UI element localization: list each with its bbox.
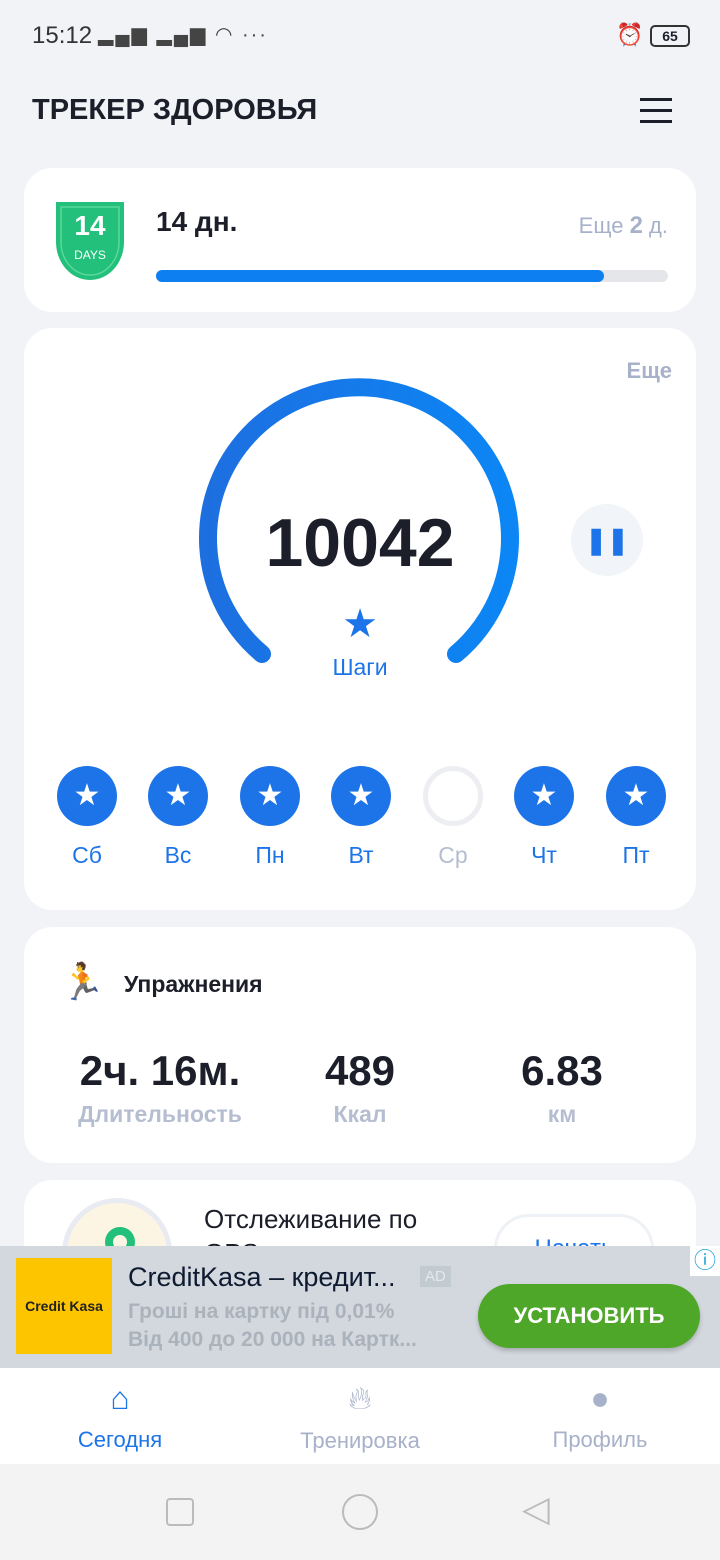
exercise-title: Упражнения xyxy=(124,971,263,997)
steps-gauge-arc xyxy=(199,378,519,663)
day-star-icon: ★ xyxy=(240,766,300,826)
system-nav-bar: ◁ xyxy=(0,1464,720,1560)
streak-remaining: Еще 2 д. xyxy=(578,212,668,239)
day-3[interactable]: ★ Вт xyxy=(330,766,392,869)
day-6[interactable]: ★ Пт xyxy=(605,766,667,869)
steps-card: Еще 10042 ★ Шаги ❚❚ ★ Сб ★ Вс ★ Пн ★ Вт Ср ★ Чт ★ Пт xyxy=(24,328,696,910)
steps-gauge xyxy=(199,378,519,663)
nav-today[interactable]: ⌂ Сегодня xyxy=(0,1380,240,1453)
battery-icon: 65 xyxy=(650,25,690,47)
user-icon: ● xyxy=(590,1380,610,1416)
ad-line2: Від 400 до 20 000 на Картк... xyxy=(128,1328,417,1351)
ad-title: CreditKasa – кредит... xyxy=(128,1262,396,1292)
ad-line1: Гроші на картку під 0,01% xyxy=(128,1300,395,1323)
clock: 15:12 xyxy=(32,22,93,49)
day-star-icon: ★ xyxy=(514,766,574,826)
day-label: Пт xyxy=(622,842,650,868)
day-label: Ср xyxy=(438,842,468,868)
ad-logo: Credit Kasa xyxy=(16,1258,112,1354)
day-label: Чт xyxy=(531,842,557,868)
alarm-icon: ⏰ xyxy=(616,22,644,47)
day-star-icon: ★ xyxy=(331,766,391,826)
exercise-card[interactable]: 🏃 Упражнения 2ч. 16м. Длительность 489 Кка… xyxy=(24,927,696,1163)
badge-number: 14 xyxy=(74,210,106,241)
menu-icon[interactable] xyxy=(640,98,672,123)
stat-kcal: 489 Ккал xyxy=(324,1047,396,1127)
recents-button[interactable] xyxy=(166,1498,194,1526)
streak-progress-bar xyxy=(156,270,668,282)
day-star-icon: ★ xyxy=(606,766,666,826)
day-star-icon: ★ xyxy=(148,766,208,826)
pause-button[interactable]: ❚❚ xyxy=(571,504,643,576)
nav-workout[interactable]: 🔥︎ Тренировка xyxy=(240,1380,480,1454)
day-2[interactable]: ★ Пн xyxy=(239,766,301,869)
day-progress-ring xyxy=(423,766,483,826)
ad-info-icon[interactable]: ⓘ xyxy=(690,1246,720,1276)
day-label: Сб xyxy=(72,842,102,868)
home-icon: ⌂ xyxy=(110,1380,130,1416)
steps-label: Шаги xyxy=(332,654,388,680)
badge-unit: DAYS xyxy=(74,248,106,262)
day-star-icon: ★ xyxy=(57,766,117,826)
ad-banner[interactable]: Credit Kasa CreditKasa – кредит... AD Гр… xyxy=(0,1246,720,1368)
streak-progress-fill xyxy=(156,270,604,282)
ad-badge: AD xyxy=(420,1266,451,1287)
running-icon: 🏃 xyxy=(60,961,105,1002)
day-1[interactable]: ★ Вс xyxy=(147,766,209,869)
flame-icon: 🔥︎ xyxy=(348,1380,372,1416)
status-bar: 15:12 ▂▄▆ ▂▄▆ ◠ ··· ⏰ 65 xyxy=(0,0,720,72)
streak-days: 14 дн. xyxy=(156,206,238,237)
day-label: Пн xyxy=(255,842,285,868)
stat-distance: 6.83 км xyxy=(521,1047,603,1127)
day-0[interactable]: ★ Сб xyxy=(56,766,118,869)
streak-card[interactable]: 14 DAYS 14 дн. Еще 2 д. xyxy=(24,168,696,312)
nav-profile[interactable]: ● Профиль xyxy=(480,1380,720,1453)
star-icon: ★ xyxy=(342,602,378,646)
more-link[interactable]: Еще xyxy=(626,358,672,383)
home-button[interactable] xyxy=(342,1494,378,1530)
day-label: Вс xyxy=(164,842,192,868)
day-4[interactable]: Ср xyxy=(422,766,484,869)
day-label: Вт xyxy=(348,842,374,868)
day-5[interactable]: ★ Чт xyxy=(513,766,575,869)
bottom-nav: ⌂ Сегодня 🔥︎ Тренировка ● Профиль xyxy=(0,1368,720,1464)
streak-badge-icon xyxy=(56,202,124,280)
steps-count: 10042 xyxy=(265,505,455,581)
stat-duration: 2ч. 16м. Длительность xyxy=(78,1047,242,1127)
signal-wifi-icons: ▂▄▆ ▂▄▆ ◠ ··· xyxy=(98,24,268,46)
back-button[interactable]: ◁ xyxy=(522,1488,550,1529)
ad-install-button[interactable]: УСТАНОВИТЬ xyxy=(478,1284,700,1348)
page-title: ТРЕКЕР ЗДОРОВЬЯ xyxy=(32,94,318,126)
